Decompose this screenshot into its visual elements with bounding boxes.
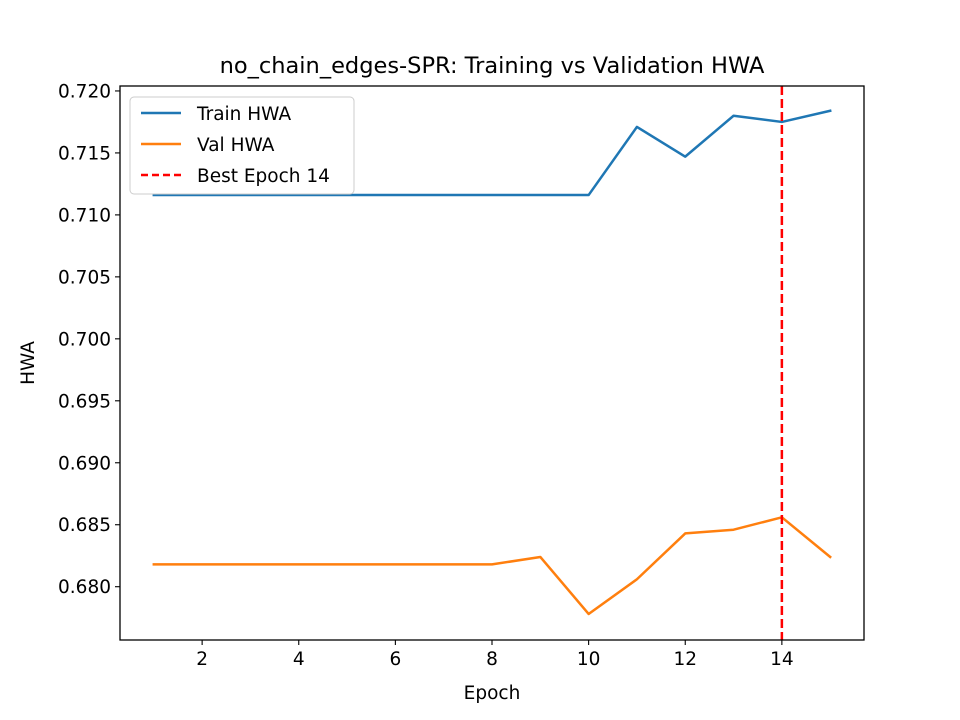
x-tick-label: 10 — [577, 649, 601, 670]
x-tick-label: 12 — [673, 649, 697, 670]
y-axis-label: HWA — [18, 341, 39, 385]
legend-label-val: Val HWA — [197, 135, 275, 156]
y-tick-label: 0.710 — [58, 205, 111, 226]
y-tick-label: 0.720 — [58, 81, 111, 102]
series-lines — [152, 109, 832, 616]
x-axis: 2 4 6 8 10 12 14 — [196, 640, 794, 670]
x-tick-label: 14 — [770, 649, 794, 670]
legend-box — [129, 96, 355, 195]
y-tick-label: 0.715 — [58, 143, 111, 164]
y-tick-label: 0.705 — [58, 267, 111, 288]
x-tick-label: 8 — [486, 649, 498, 670]
x-axis-label: Epoch — [464, 683, 521, 704]
y-tick-label: 0.690 — [58, 453, 111, 474]
x-tick-label: 4 — [293, 649, 305, 670]
y-tick-label: 0.680 — [58, 577, 111, 598]
y-tick-label: 0.700 — [58, 329, 111, 350]
x-tick-label: 2 — [196, 649, 208, 670]
y-tick-label: 0.695 — [58, 391, 111, 412]
train-hwa-line — [152, 109, 832, 197]
y-axis: 0.680 0.685 0.690 0.695 0.700 0.705 0.710 0.715… — [58, 81, 120, 598]
val-hwa-line — [152, 516, 832, 616]
plot-area: 2 4 6 8 10 12 14 0.680 0.685 0.690 0.695 0.700 0.70… — [58, 81, 865, 670]
legend-label-best-epoch: Best Epoch 14 — [197, 166, 330, 187]
legend-label-train: Train HWA — [196, 104, 291, 125]
legend: Train HWA Val HWA Best Epoch 14 — [129, 96, 355, 195]
x-tick-label: 6 — [389, 649, 401, 670]
chart-title: no_chain_edges-SPR: Training vs Validati… — [220, 53, 765, 79]
y-tick-label: 0.685 — [58, 515, 111, 536]
axes-frame — [119, 85, 865, 641]
